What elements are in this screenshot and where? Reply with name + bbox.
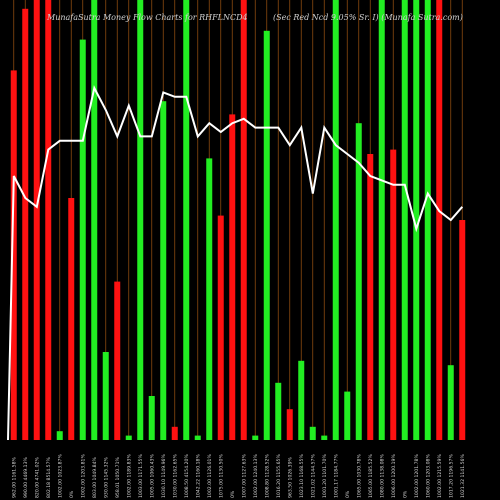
x-tick-label: 990.00 4469.13% bbox=[23, 456, 29, 498]
bar bbox=[240, 0, 247, 440]
bar bbox=[286, 409, 293, 440]
x-tick-label: 803.00 1049.84% bbox=[92, 456, 98, 498]
x-tick-label: 1065.00 1185.52% bbox=[368, 454, 374, 498]
x-tick-label: 820.00 4741.02% bbox=[34, 456, 40, 498]
bar bbox=[114, 281, 121, 440]
bar bbox=[355, 123, 362, 440]
bar bbox=[217, 215, 224, 440]
x-tick-label: 1003.00 1171.55% bbox=[138, 454, 144, 498]
money-flow-line bbox=[7, 85, 464, 441]
x-tick-label: 1075.00 1130.50% bbox=[218, 454, 224, 498]
bar bbox=[91, 0, 98, 440]
bar bbox=[447, 365, 454, 440]
chart-subtitle: (Sec Red Ncd 9.05% Sr. I) (Munafa Sutra.… bbox=[273, 13, 463, 22]
x-tick-label: 1002.00 1203.81% bbox=[80, 454, 86, 498]
x-tick-label: 1016.20 1155.65% bbox=[276, 454, 282, 498]
bar bbox=[263, 30, 270, 441]
bar bbox=[183, 0, 190, 440]
x-tick-label: 1001.17 1184.77% bbox=[333, 454, 339, 498]
bar bbox=[401, 0, 408, 440]
line-path bbox=[7, 85, 464, 441]
bar bbox=[160, 101, 167, 440]
bar bbox=[45, 0, 52, 440]
x-tick-label: 1007.00 1127.63% bbox=[241, 454, 247, 498]
x-tick-label: 958.01 1050.71% bbox=[115, 456, 121, 498]
x-tick-label: 1030.10 1149.96% bbox=[161, 454, 167, 498]
bar bbox=[459, 220, 466, 440]
x-tick-label: 0% bbox=[345, 490, 351, 498]
x-tick-label: 0% bbox=[69, 490, 75, 498]
bar bbox=[332, 0, 339, 440]
bar bbox=[125, 435, 132, 440]
bar bbox=[321, 435, 328, 440]
bar bbox=[137, 0, 144, 440]
bar bbox=[56, 431, 63, 440]
x-tick-label: 963.50 1026.39% bbox=[287, 456, 293, 498]
bar bbox=[298, 360, 305, 440]
bar bbox=[229, 114, 236, 441]
bar bbox=[22, 8, 29, 441]
bar bbox=[68, 198, 75, 440]
bar bbox=[344, 391, 351, 440]
bar bbox=[424, 0, 431, 440]
x-tick-label: 1021.02 1144.57% bbox=[310, 454, 316, 498]
bar bbox=[148, 396, 155, 440]
bar bbox=[367, 154, 374, 440]
x-tick-label: 1008.80 1128.52% bbox=[264, 454, 270, 498]
bar bbox=[275, 382, 282, 440]
bar bbox=[79, 39, 86, 440]
x-tick-label: 1042.22 1160.18% bbox=[195, 454, 201, 498]
x-tick-label: 802.18 8514.57% bbox=[46, 456, 52, 498]
x-tick-label: 1002.00 1126.01% bbox=[207, 454, 213, 498]
x-tick-label: 0% bbox=[230, 490, 236, 498]
x-tick-label: 1060.00 1203.08% bbox=[425, 454, 431, 498]
bar bbox=[413, 0, 420, 440]
bar bbox=[309, 426, 316, 440]
x-tick-label: 1008.50 4154.20% bbox=[184, 454, 190, 498]
x-tick-label: 1002.00 1240.13% bbox=[253, 454, 259, 498]
bar bbox=[378, 0, 385, 440]
bar bbox=[390, 149, 397, 440]
bar bbox=[171, 426, 178, 440]
x-tick-label: 1017.20 1196.57% bbox=[448, 454, 454, 498]
x-tick-label: 1030.00 1162.65% bbox=[172, 454, 178, 498]
bar bbox=[33, 0, 40, 440]
x-tick-label: 0% bbox=[402, 490, 408, 498]
bar bbox=[436, 0, 443, 440]
x-tick-label: 1080.00 1138.08% bbox=[379, 454, 385, 498]
x-tick-label: 1002.00 1215.59% bbox=[437, 454, 443, 498]
x-tick-labels: 962.00 1161.58% 990.00 4469.13% 820.00 474… bbox=[11, 454, 466, 498]
chart-title: MunafaSutra Money Flow Charts for RHFLNC… bbox=[46, 13, 248, 22]
x-tick-label: 1002.00 1023.87% bbox=[57, 454, 63, 498]
x-tick-label: 962.00 1161.58% bbox=[11, 456, 17, 498]
x-tick-label: 1002.00 1201.78% bbox=[414, 454, 420, 498]
x-tick-label: 1006.00 1200.19% bbox=[391, 454, 397, 498]
bar bbox=[102, 352, 109, 440]
x-tick-label: 1002.00 1189.83% bbox=[126, 454, 132, 498]
bars bbox=[10, 0, 466, 441]
x-tick-label: 1065.00 1030.78% bbox=[356, 454, 362, 498]
bar bbox=[10, 70, 17, 441]
bar bbox=[194, 435, 201, 440]
bar bbox=[206, 158, 213, 440]
x-tick-label: 1005.00 1060.43% bbox=[149, 454, 155, 498]
x-tick-label: 930.00 1145.32% bbox=[103, 456, 109, 498]
bar bbox=[252, 435, 259, 440]
x-tick-label: 1023.10 1168.55% bbox=[299, 454, 305, 498]
x-tick-label: 1001.20 1101.70% bbox=[322, 454, 328, 498]
x-tick-label: 1021.32 1141.56% bbox=[460, 454, 466, 498]
